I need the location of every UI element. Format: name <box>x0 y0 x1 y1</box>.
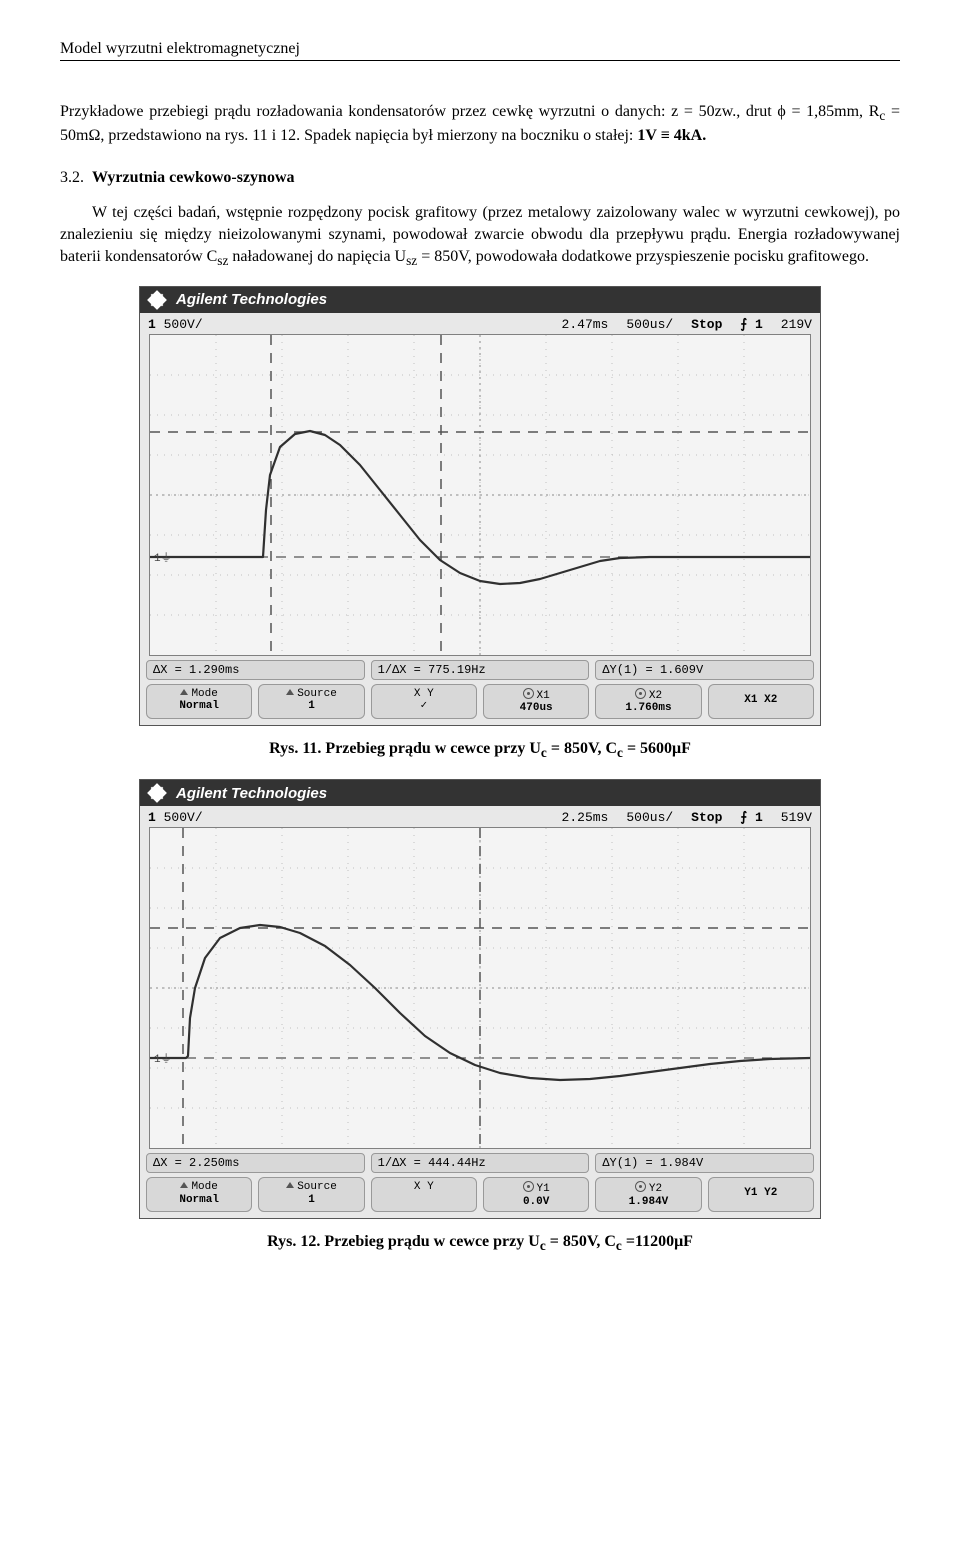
brand-bar: Agilent Technologies <box>140 287 820 313</box>
scope1-trig-level: 219V <box>781 317 812 332</box>
scope1-topbar: 1 500V/ 2.47ms 500us/ Stop ⨍ 1 219V <box>140 313 820 334</box>
para2-sub2: sz <box>406 253 417 268</box>
oscilloscope-screenshot-1: Agilent Technologies 1 500V/ 2.47ms 500u… <box>139 286 821 726</box>
scope2-dy: ΔY(1) = 1.984V <box>595 1153 814 1173</box>
scope1-timebase: 500us/ <box>626 317 673 332</box>
scope2-freq: 1/ΔX = 444.44Hz <box>371 1153 590 1173</box>
scope1-delay: 2.47ms <box>562 317 609 332</box>
scope2-softkeys: ModeNormal Source1 X Y Y10.0V Y21.984V Y… <box>140 1177 820 1218</box>
scope2-status: Stop <box>691 810 722 825</box>
sk-xy: X Y✓ <box>371 684 477 719</box>
para2-b: naładowanej do napięcia U <box>228 248 406 265</box>
para1-bold: 1V ≡ 4kA. <box>637 127 706 144</box>
scope2-ch-scale: 1 500V/ <box>148 810 203 825</box>
para2-sub1: sz <box>217 253 228 268</box>
para2-c: = 850V, powodowała dodatkowe przyspiesze… <box>417 248 869 265</box>
sk-y2: Y21.984V <box>595 1177 701 1212</box>
scope2-timebase: 500us/ <box>626 810 673 825</box>
sk-xy: X Y <box>371 1177 477 1212</box>
brand-burst-icon <box>148 291 166 309</box>
running-header: Model wyrzutni elektromagnetycznej <box>60 40 900 58</box>
header-rule <box>60 60 900 61</box>
brand-text: Agilent Technologies <box>176 785 327 802</box>
para1-text-a: Przykładowe przebiegi prądu rozładowania… <box>60 103 879 120</box>
sk-source: Source1 <box>258 684 364 719</box>
scope1-softkeys: ModeNormal Source1 X Y✓ X1470us X21.760m… <box>140 684 820 725</box>
paragraph-2: W tej części badań, wstępnie rozpędzony … <box>60 202 900 269</box>
brand-burst-icon <box>148 784 166 802</box>
brand-text: Agilent Technologies <box>176 291 327 308</box>
sk-pair: X1 X2 <box>708 684 814 719</box>
sk-x1: X1470us <box>483 684 589 719</box>
scope1-trigger: ⨍ 1 <box>740 317 762 332</box>
figure-12-caption: Rys. 12. Przebieg prądu w cewce przy Uc … <box>60 1233 900 1254</box>
scope1-dx: ΔX = 1.290ms <box>146 660 365 680</box>
sk-mode: ModeNormal <box>146 1177 252 1212</box>
sk-x2: X21.760ms <box>595 684 701 719</box>
sk-pair: Y1 Y2 <box>708 1177 814 1212</box>
scope1-freq: 1/ΔX = 775.19Hz <box>371 660 590 680</box>
scope2-trig-level: 519V <box>781 810 812 825</box>
svg-text:1⏚: 1⏚ <box>154 551 172 565</box>
paragraph-1: Przykładowe przebiegi prądu rozładowania… <box>60 101 900 147</box>
scope2-delay: 2.25ms <box>562 810 609 825</box>
scope2-plot: 1⏚ <box>149 827 811 1149</box>
figure-11-caption: Rys. 11. Przebieg prądu w cewce przy Uc … <box>60 740 900 761</box>
oscilloscope-screenshot-2: Agilent Technologies 1 500V/ 2.25ms 500u… <box>139 779 821 1219</box>
scope1-dy: ΔY(1) = 1.609V <box>595 660 814 680</box>
scope2-readouts: ΔX = 2.250ms 1/ΔX = 444.44Hz ΔY(1) = 1.9… <box>140 1149 820 1177</box>
sk-mode: ModeNormal <box>146 684 252 719</box>
section-number: 3.2. <box>60 169 84 186</box>
scope1-plot: 1⏚ <box>149 334 811 656</box>
section-heading: 3.2. Wyrzutnia cewkowo-szynowa <box>60 167 900 189</box>
scope1-ch-scale: 1 500V/ <box>148 317 203 332</box>
scope1-status: Stop <box>691 317 722 332</box>
scope2-topbar: 1 500V/ 2.25ms 500us/ Stop ⨍ 1 519V <box>140 806 820 827</box>
brand-bar: Agilent Technologies <box>140 780 820 806</box>
sk-y1: Y10.0V <box>483 1177 589 1212</box>
scope2-trigger: ⨍ 1 <box>740 810 762 825</box>
scope2-dx: ΔX = 2.250ms <box>146 1153 365 1173</box>
scope1-readouts: ΔX = 1.290ms 1/ΔX = 775.19Hz ΔY(1) = 1.6… <box>140 656 820 684</box>
svg-text:1⏚: 1⏚ <box>154 1052 172 1066</box>
section-title: Wyrzutnia cewkowo-szynowa <box>92 169 295 186</box>
sk-source: Source1 <box>258 1177 364 1212</box>
